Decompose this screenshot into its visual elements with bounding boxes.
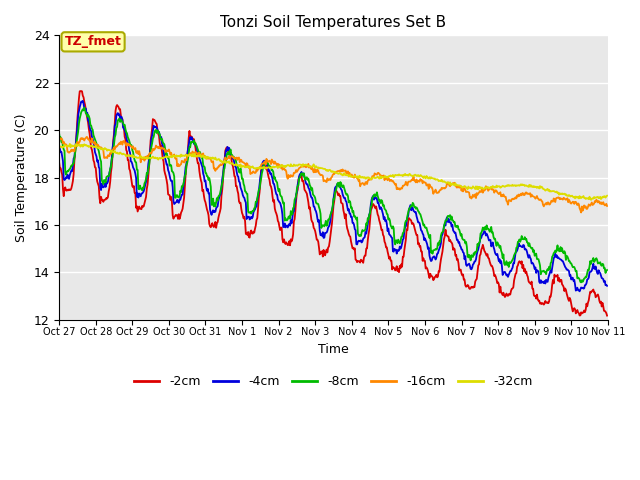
-32cm <box>55 144 63 150</box>
X-axis label: Time: Time <box>318 343 349 356</box>
-4cm <box>417 224 424 229</box>
-4cm <box>207 210 214 216</box>
-16cm <box>416 179 424 184</box>
-2cm <box>55 160 63 166</box>
Line: -32cm: -32cm <box>59 144 607 200</box>
-4cm <box>401 228 408 234</box>
-32cm <box>417 172 424 178</box>
-32cm <box>66 141 74 147</box>
-8cm <box>178 183 186 189</box>
-4cm <box>178 192 186 198</box>
-2cm <box>122 147 130 153</box>
-2cm <box>207 224 214 230</box>
-32cm <box>178 153 186 159</box>
-4cm <box>122 134 130 140</box>
-32cm <box>588 197 595 203</box>
-8cm <box>122 129 130 135</box>
Y-axis label: Soil Temperature (C): Soil Temperature (C) <box>15 113 28 242</box>
-16cm <box>177 161 185 167</box>
Line: -2cm: -2cm <box>59 91 607 316</box>
-8cm <box>207 184 214 190</box>
Text: TZ_fmet: TZ_fmet <box>65 36 122 48</box>
-2cm <box>178 208 186 214</box>
-32cm <box>604 193 611 199</box>
-4cm <box>604 283 611 288</box>
-16cm <box>400 183 408 189</box>
-16cm <box>65 150 73 156</box>
-4cm <box>55 143 63 149</box>
-16cm <box>577 210 585 216</box>
-2cm <box>401 247 408 253</box>
Line: -4cm: -4cm <box>59 101 607 291</box>
-8cm <box>604 267 611 273</box>
-8cm <box>401 226 408 232</box>
-32cm <box>207 156 214 161</box>
-32cm <box>401 172 408 178</box>
-8cm <box>65 167 73 172</box>
-8cm <box>55 131 63 136</box>
-32cm <box>65 144 73 149</box>
-16cm <box>604 203 611 209</box>
-2cm <box>604 313 611 319</box>
-8cm <box>81 105 88 110</box>
-2cm <box>77 88 85 94</box>
-4cm <box>576 288 584 294</box>
-8cm <box>417 211 424 217</box>
-16cm <box>206 155 214 160</box>
-16cm <box>122 141 129 147</box>
-4cm <box>79 98 86 104</box>
-2cm <box>417 243 424 249</box>
Line: -8cm: -8cm <box>59 108 607 282</box>
-8cm <box>577 279 585 285</box>
-16cm <box>55 134 63 140</box>
-2cm <box>65 186 73 192</box>
-32cm <box>122 154 130 159</box>
Line: -16cm: -16cm <box>59 137 607 213</box>
Title: Tonzi Soil Temperatures Set B: Tonzi Soil Temperatures Set B <box>220 15 447 30</box>
Legend: -2cm, -4cm, -8cm, -16cm, -32cm: -2cm, -4cm, -8cm, -16cm, -32cm <box>129 370 538 393</box>
-4cm <box>65 176 73 182</box>
